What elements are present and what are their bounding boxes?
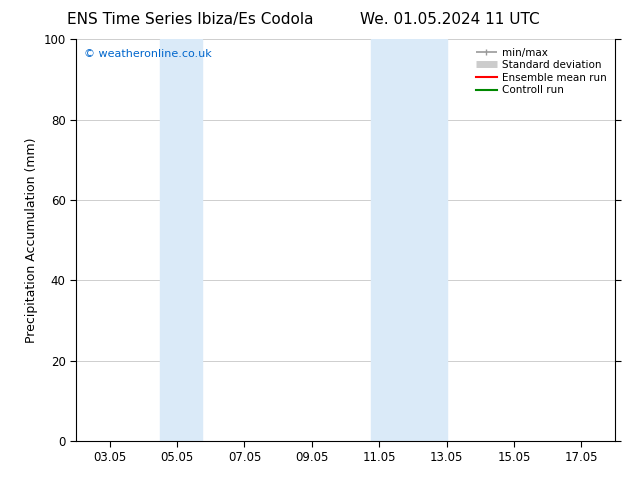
Legend: min/max, Standard deviation, Ensemble mean run, Controll run: min/max, Standard deviation, Ensemble me… — [473, 45, 610, 98]
Bar — [371, 39, 446, 441]
Bar — [160, 39, 202, 441]
Y-axis label: Precipitation Accumulation (mm): Precipitation Accumulation (mm) — [25, 137, 38, 343]
Text: We. 01.05.2024 11 UTC: We. 01.05.2024 11 UTC — [360, 12, 540, 27]
Text: ENS Time Series Ibiza/Es Codola: ENS Time Series Ibiza/Es Codola — [67, 12, 313, 27]
Text: © weatheronline.co.uk: © weatheronline.co.uk — [84, 49, 212, 59]
